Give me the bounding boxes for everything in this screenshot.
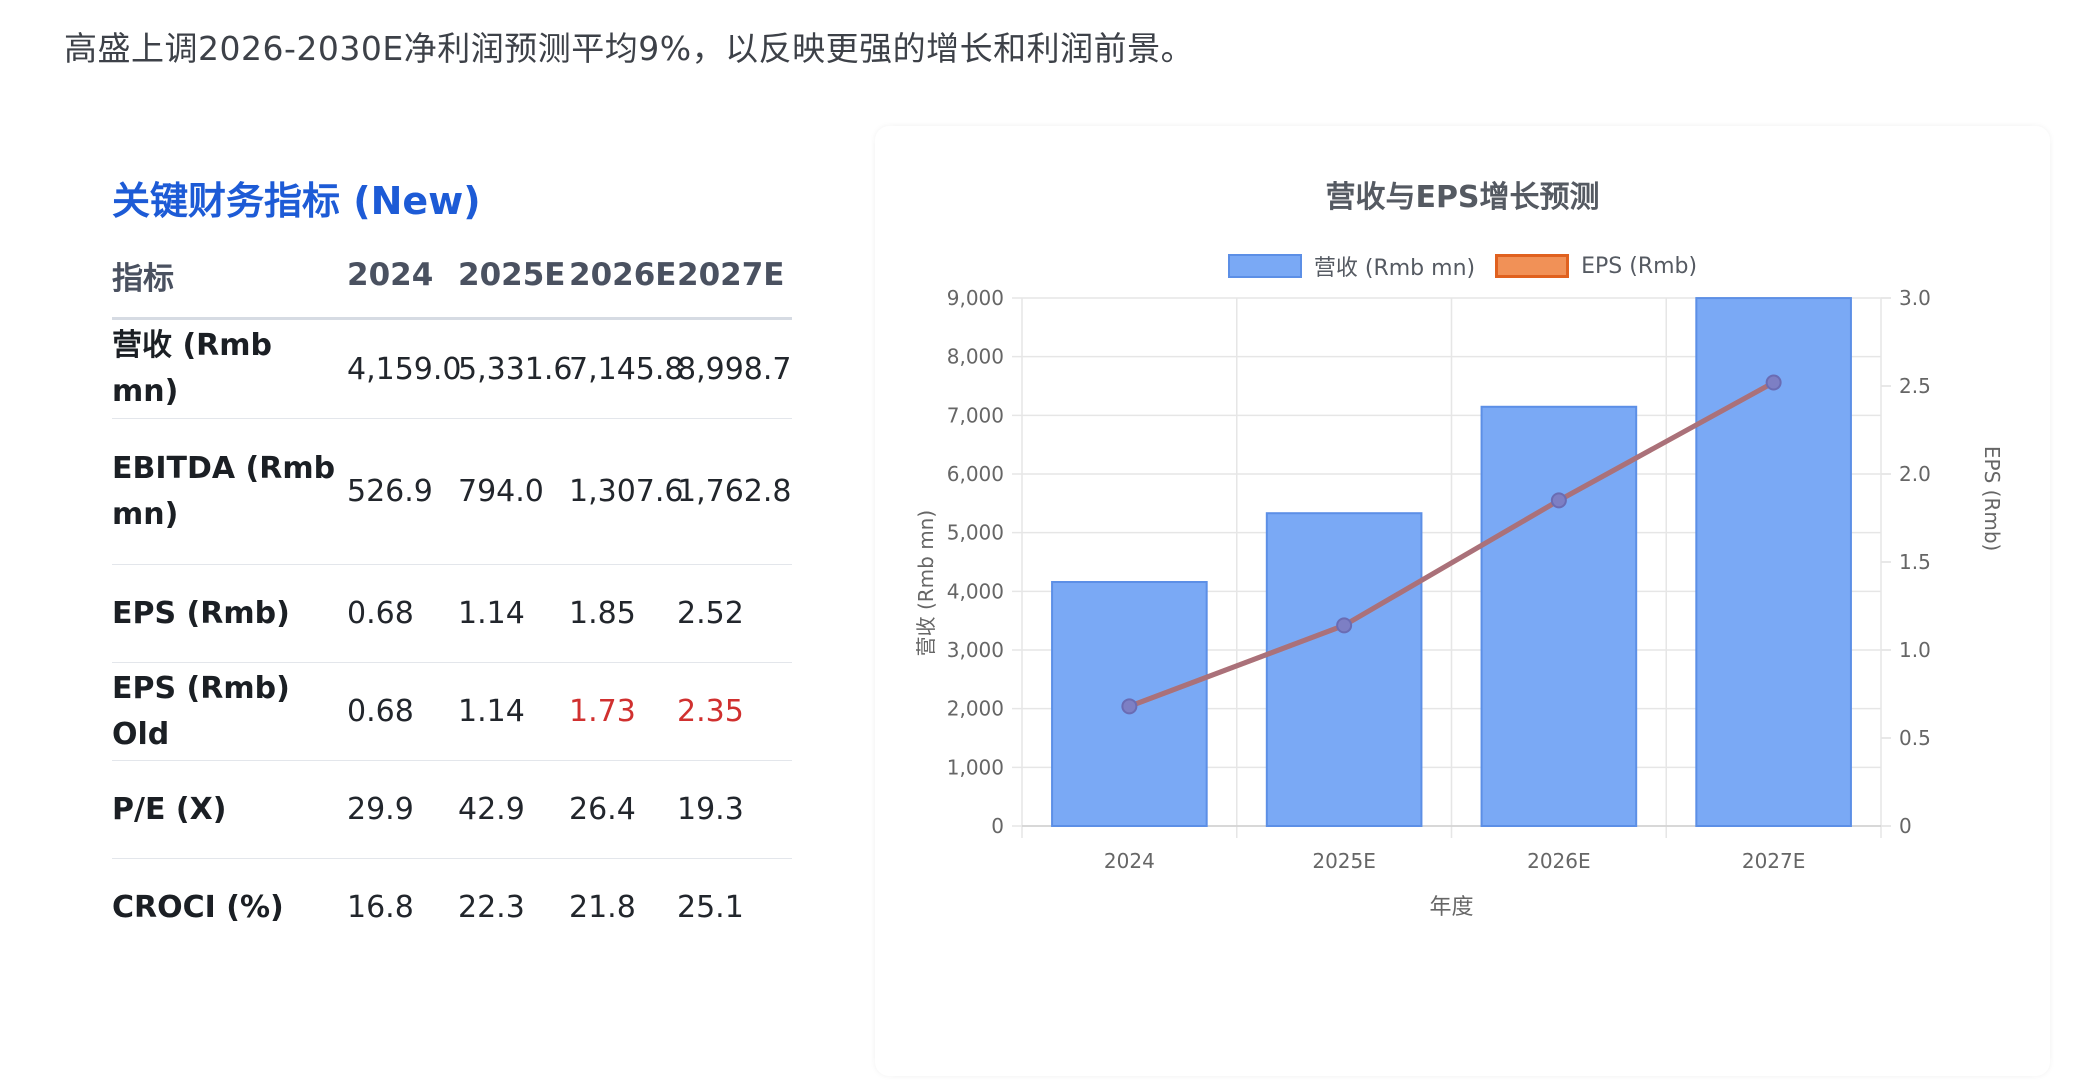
row-label: P/E (X) [112, 760, 347, 859]
row-label: EBITDA (Rmb mn) [112, 418, 347, 565]
x-tick-label: 2025E [1312, 849, 1376, 873]
legend-item-eps[interactable]: EPS (Rmb) [1495, 254, 1697, 279]
header-2026e: 2026E [569, 251, 677, 320]
y2-tick-label: 3.0 [1899, 286, 1931, 310]
table-title: 关键财务指标 (New) [112, 179, 481, 223]
table-cell: 4,159.0 [347, 318, 462, 419]
financial-table: 指标 2024 2025E 2026E 2027E 营收 (Rmb mn) 4,… [112, 251, 792, 956]
chart-card: 营收与EPS增长预测 营收 (Rmb mn) EPS (Rmb) 0 1,000 2… [875, 126, 2050, 1076]
revenue-bar [1480, 405, 1638, 827]
y-tick-label: 4,000 [947, 579, 1004, 603]
table-header-row: 指标 2024 2025E 2026E 2027E [112, 251, 792, 320]
y-tick-label: 9,000 [947, 286, 1004, 310]
eps-point [1121, 698, 1138, 715]
table-cell: 26.4 [569, 760, 677, 859]
header-2027e: 2027E [677, 251, 792, 320]
legend-swatch-revenue [1227, 254, 1302, 278]
x-tick-label: 2026E [1527, 849, 1591, 873]
table-cell: 19.3 [677, 760, 792, 859]
chart-title: 营收与EPS增长预测 [1325, 180, 1600, 215]
table-cell: 1.85 [569, 564, 677, 663]
table-cell: 1.14 [458, 564, 569, 663]
table-cell-changed: 2.35 [677, 662, 792, 761]
row-label: 营收 (Rmb mn) [112, 318, 347, 419]
y-tick-label: 1,000 [947, 755, 1004, 779]
intro-text: 高盛上调2026-2030E净利润预测平均9%，以反映更强的增长和利润前景。 [64, 29, 1195, 68]
table-cell: 7,145.8 [569, 318, 684, 419]
table-row: EPS (Rmb) Old 0.68 1.14 1.73 2.35 [112, 662, 792, 761]
table-row: EPS (Rmb) 0.68 1.14 1.85 2.52 [112, 564, 792, 663]
table-cell: 22.3 [458, 890, 525, 925]
y2-tick-label: 2.0 [1899, 462, 1931, 486]
revenue-bar [1265, 512, 1423, 827]
table-row: 营收 (Rmb mn) 4,159.0 5,331.6 7,145.8 8,99… [112, 318, 792, 419]
table-cell: 1,762.8 [677, 418, 792, 565]
table-cell: 2.52 [677, 564, 792, 663]
y-tick-label: 5,000 [947, 521, 1004, 545]
eps-point [1550, 492, 1567, 509]
table-cell: 5,331.6 [458, 318, 573, 419]
legend-label-revenue: 营收 (Rmb mn) [1313, 256, 1476, 281]
table-cell: 526.9 [347, 418, 458, 565]
table-row: P/E (X) 29.9 42.9 26.4 19.3 [112, 760, 792, 859]
eps-point [1765, 374, 1782, 391]
table-row: EBITDA (Rmb mn) 526.9 794.0 1,307.6 1,76… [112, 418, 792, 565]
legend-label-eps: EPS (Rmb) [1581, 253, 1698, 279]
header-2025e: 2025E [458, 251, 569, 320]
table-cell: 29.9 [347, 760, 458, 859]
y-tick-label: 6,000 [947, 462, 1004, 486]
y2-tick-label: 0.5 [1899, 726, 1931, 750]
x-tick-label: 2027E [1742, 849, 1806, 873]
row-label: EPS (Rmb) Old [112, 662, 347, 761]
y-tick-label: 2,000 [947, 697, 1004, 721]
eps-point [1336, 617, 1353, 634]
table-cell: 25.1 [677, 890, 744, 925]
table-cell-changed: 1.73 [569, 662, 677, 761]
y2-tick-label: 0 [1899, 814, 1912, 838]
table-cell: 16.8 [347, 890, 414, 925]
legend-swatch-eps [1495, 254, 1570, 278]
table-cell: 794.0 [458, 418, 569, 565]
header-metric: 指标 [112, 251, 347, 320]
y-axis-label: 营收 (Rmb mn) [914, 510, 938, 657]
y2-tick-label: 1.5 [1899, 550, 1931, 574]
y-tick-label: 8,000 [947, 345, 1004, 369]
table-cell: 1,307.6 [569, 418, 684, 565]
y2-axis-label: EPS (Rmb) [1980, 446, 2004, 551]
table-cell: 1.14 [458, 662, 569, 761]
eps-line-overlay [1128, 380, 1775, 709]
y2-tick-label: 2.5 [1899, 374, 1931, 398]
table-cell: 8,998.7 [677, 318, 792, 419]
y-tick-label: 7,000 [947, 403, 1004, 427]
y-tick-label: 3,000 [947, 638, 1004, 662]
x-axis-label: 年度 [1429, 895, 1473, 920]
header-2024: 2024 [347, 251, 458, 320]
legend-item-revenue[interactable]: 营收 (Rmb mn) [1227, 250, 1476, 282]
x-tick-label: 2024 [1104, 849, 1155, 873]
financial-table-card: 关键财务指标 (New) 指标 2024 2025E 2026E 2027E 营… [112, 170, 802, 956]
y2-tick-label: 1.0 [1899, 638, 1931, 662]
table-cell: 0.68 [347, 564, 458, 663]
row-label: EPS (Rmb) [112, 564, 347, 663]
table-cell: 42.9 [458, 760, 569, 859]
chart-legend: 营收 (Rmb mn) EPS (Rmb) [875, 250, 2050, 282]
table-row: CROCI (%) 16.8 22.3 21.8 25.1 [112, 859, 792, 957]
combo-chart: 0 1,000 2,000 3,000 4,000 5,000 6,000 7,000 8,00… [914, 286, 2004, 920]
table-cell: 21.8 [569, 890, 636, 925]
row-label: CROCI (%) [112, 889, 284, 925]
table-cell: 0.68 [347, 662, 458, 761]
y-tick-label: 0 [991, 814, 1004, 838]
